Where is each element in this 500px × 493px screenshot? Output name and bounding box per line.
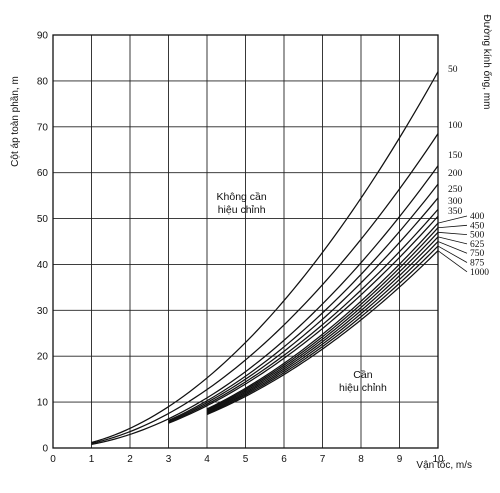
x-tick-label: 7: [320, 454, 326, 465]
grid-lines: [53, 35, 438, 448]
x-axis-title: Vận tốc, m/s: [416, 459, 472, 471]
x-tick-label: 1: [89, 454, 95, 465]
y-tick-label: 40: [37, 260, 49, 271]
diameter-label-400: 400: [470, 212, 485, 222]
x-tick-labels: 0 1 2 3 4 5 6 7 8 9 10: [50, 454, 444, 465]
y-tick-label: 0: [42, 444, 48, 455]
diameter-label-100: 100: [448, 121, 463, 131]
curve-300mm: [168, 208, 439, 423]
leader-line-450mm: [437, 224, 468, 229]
y-tick-label: 90: [37, 31, 49, 42]
diameter-label-250: 250: [448, 185, 463, 195]
curve-500mm: [206, 231, 439, 412]
diameter-label-875: 875: [470, 259, 485, 269]
curve-875mm: [206, 245, 439, 415]
diameter-label-300: 300: [448, 197, 463, 207]
diameter-label-50: 50: [448, 65, 458, 75]
annotation-1: Không cần hiệu chỉnh: [217, 191, 267, 216]
x-tick-label: 2: [127, 454, 133, 465]
curve-1000mm: [206, 250, 439, 416]
y-axis-title: Cột áp toàn phần, m: [9, 76, 21, 167]
diameter-leader-lines: [437, 215, 468, 273]
annotation-line: hiệu chỉnh: [218, 204, 266, 216]
right-axis-title: Đường kính ống, mm: [481, 15, 493, 110]
leader-line-400mm: [437, 215, 468, 224]
y-tick-labels: 0 10 20 30 40 50 60 70 80 90: [37, 31, 49, 455]
annotation-line: hiệu chỉnh: [339, 382, 387, 394]
curve-150mm: [91, 165, 439, 445]
annotation-line: Không cần: [217, 191, 267, 203]
leader-line-625mm: [437, 236, 468, 245]
leader-line-500mm: [437, 231, 468, 235]
curve-350mm: [168, 215, 439, 424]
y-tick-label: 80: [37, 76, 49, 87]
leader-line-1000mm: [437, 250, 468, 273]
curve-50mm: [91, 71, 439, 444]
curve-200mm: [168, 183, 439, 422]
annotation-2: Cần hiệu chỉnh: [339, 369, 387, 394]
y-tick-label: 10: [37, 398, 49, 409]
annotation-line: Cần: [353, 369, 372, 381]
diameter-label-450: 450: [470, 221, 485, 231]
leader-line-875mm: [437, 245, 468, 263]
diameter-label-750: 750: [470, 249, 485, 259]
diameter-label-500: 500: [470, 231, 485, 241]
diameter-label-1000: 1000: [470, 268, 489, 278]
x-tick-label: 9: [397, 454, 403, 465]
diameter-label-350: 350: [448, 207, 463, 217]
leader-line-750mm: [437, 241, 468, 254]
x-tick-label: 4: [204, 454, 210, 465]
y-tick-label: 70: [37, 122, 49, 133]
x-tick-label: 6: [281, 454, 287, 465]
y-tick-label: 20: [37, 352, 49, 363]
diameter-label-200: 200: [448, 169, 463, 179]
x-tick-label: 8: [358, 454, 364, 465]
diameter-label-625: 625: [470, 240, 485, 250]
x-tick-label: 5: [243, 454, 249, 465]
y-tick-label: 30: [37, 306, 49, 317]
curve-400mm: [206, 222, 439, 410]
curve-100mm: [91, 133, 439, 445]
curve-250mm: [168, 197, 439, 422]
x-tick-label: 10: [432, 454, 444, 465]
x-tick-label: 3: [166, 454, 172, 465]
y-tick-label: 50: [37, 214, 49, 225]
y-tick-label: 60: [37, 168, 49, 179]
curve-750mm: [206, 241, 439, 414]
curve-450mm: [206, 227, 439, 411]
curve-625mm: [206, 236, 439, 413]
diameter-label-150: 150: [448, 151, 463, 161]
diameter-curves: [91, 71, 439, 445]
x-tick-label: 0: [50, 454, 56, 465]
